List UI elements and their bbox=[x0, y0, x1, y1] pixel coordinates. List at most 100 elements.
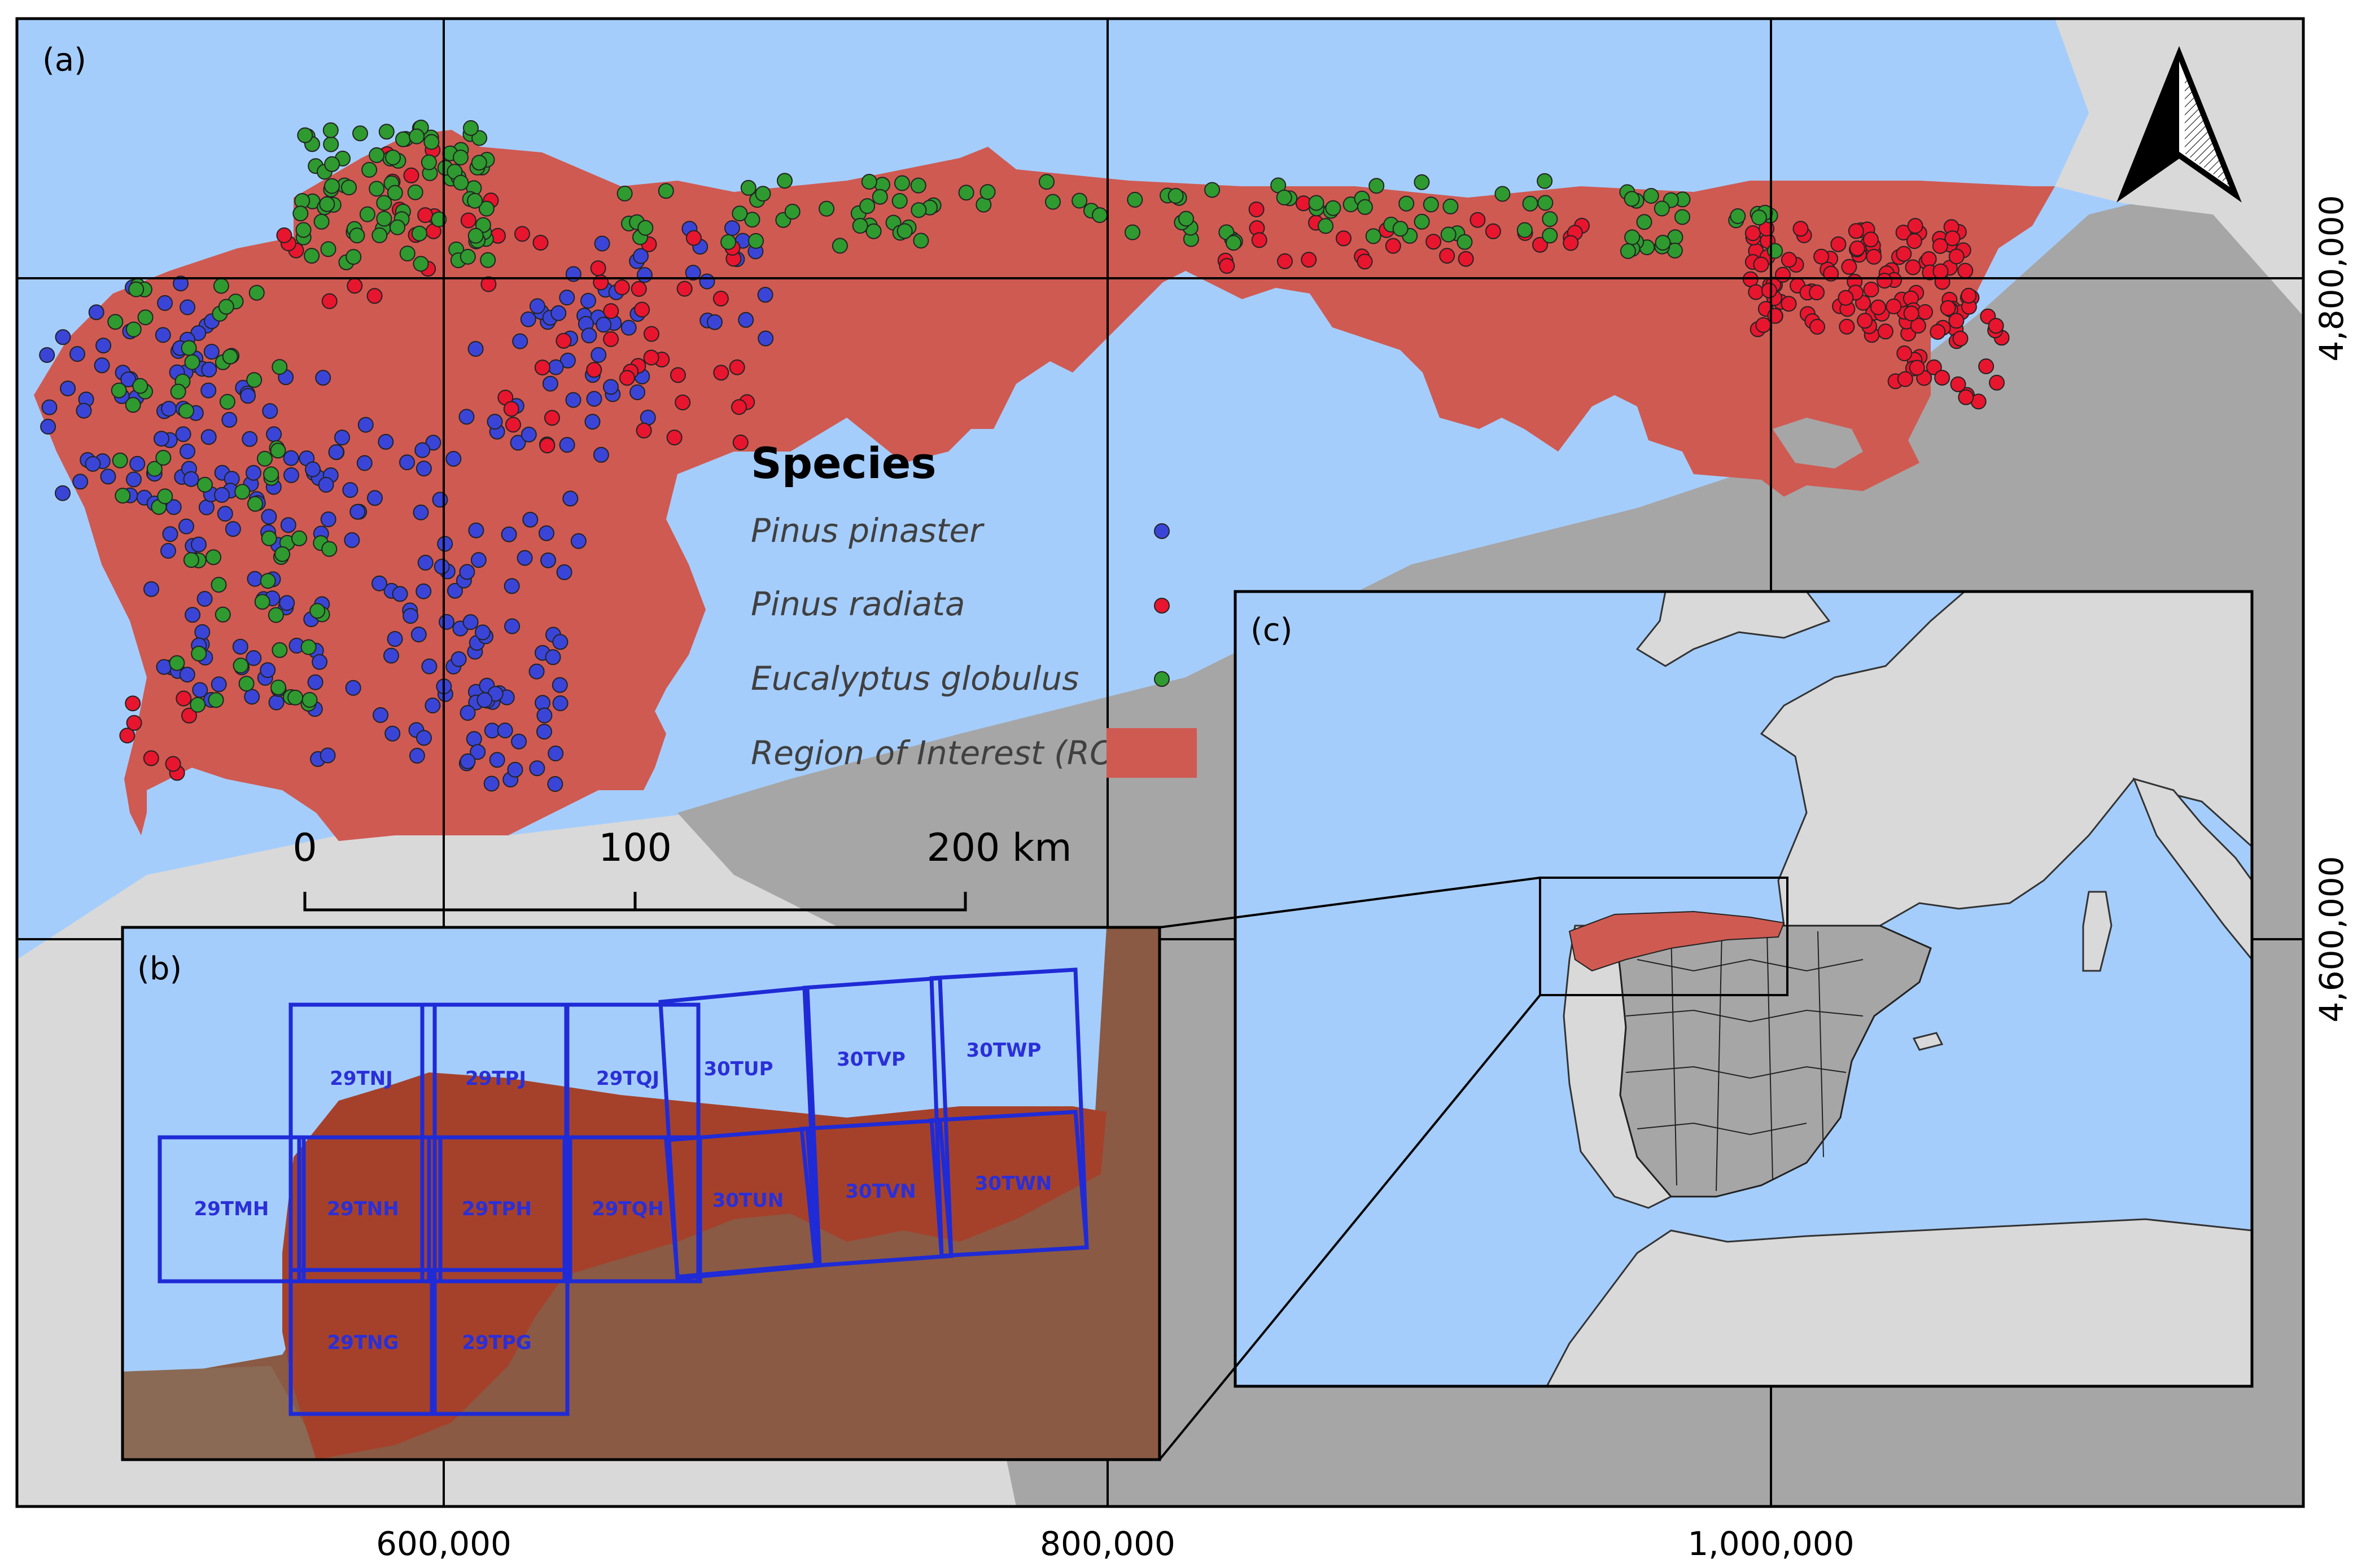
occurrence-point bbox=[453, 150, 469, 165]
tile-29TPG bbox=[430, 1268, 570, 1416]
occurrence-point bbox=[1809, 318, 1825, 335]
occurrence-point bbox=[349, 503, 366, 520]
occurrence-point bbox=[319, 196, 335, 212]
legend-swatch-eucalyptus-globulus bbox=[1154, 671, 1170, 687]
occurrence-point bbox=[724, 220, 740, 236]
occurrence-point bbox=[467, 227, 484, 244]
occurrence-point bbox=[1930, 324, 1946, 340]
occurrence-point bbox=[274, 546, 291, 562]
occurrence-point bbox=[832, 238, 848, 254]
occurrence-point bbox=[729, 359, 745, 375]
occurrence-point bbox=[777, 173, 793, 189]
occurrence-point bbox=[1522, 195, 1538, 212]
occurrence-point bbox=[1654, 200, 1670, 217]
legend-label-roi: Region of Interest (ROI) bbox=[751, 734, 1138, 772]
occurrence-point bbox=[194, 624, 211, 640]
occurrence-point bbox=[713, 365, 729, 381]
occurrence-point bbox=[603, 379, 619, 395]
occurrence-point bbox=[755, 186, 771, 202]
occurrence-point bbox=[434, 558, 450, 575]
occurrence-point bbox=[183, 471, 199, 487]
occurrence-point bbox=[512, 333, 528, 349]
occurrence-point bbox=[670, 367, 686, 383]
occurrence-point bbox=[529, 298, 545, 314]
occurrence-point bbox=[416, 583, 432, 599]
occurrence-point bbox=[309, 603, 326, 619]
occurrence-point bbox=[910, 177, 926, 194]
scale-label-0: 0 bbox=[292, 826, 317, 870]
occurrence-point bbox=[125, 321, 142, 338]
occurrence-point bbox=[1624, 191, 1640, 207]
occurrence-point bbox=[539, 437, 556, 454]
inset-extent-box bbox=[1539, 877, 1788, 996]
occurrence-point bbox=[459, 564, 475, 580]
occurrence-point bbox=[1624, 229, 1641, 246]
occurrence-point bbox=[536, 724, 552, 740]
occurrence-point bbox=[1439, 248, 1455, 264]
occurrence-point bbox=[644, 326, 659, 342]
occurrence-point bbox=[596, 317, 612, 333]
occurrence-point bbox=[636, 422, 652, 439]
occurrence-point bbox=[462, 614, 479, 630]
occurrence-point bbox=[247, 571, 263, 587]
occurrence-point bbox=[69, 346, 85, 362]
occurrence-point bbox=[872, 189, 888, 205]
occurrence-point bbox=[346, 249, 362, 265]
occurrence-point bbox=[550, 305, 567, 321]
occurrence-point bbox=[342, 482, 358, 498]
occurrence-point bbox=[192, 682, 208, 698]
occurrence-point bbox=[1674, 209, 1690, 225]
occurrence-point bbox=[320, 747, 336, 764]
x-tick-1000000: 1,000,000 bbox=[1687, 1525, 1854, 1563]
occurrence-point bbox=[1045, 194, 1061, 210]
occurrence-point bbox=[1414, 213, 1430, 230]
occurrence-point bbox=[173, 275, 189, 292]
occurrence-point bbox=[292, 205, 309, 222]
occurrence-point bbox=[211, 577, 227, 593]
occurrence-point bbox=[548, 359, 564, 375]
sardinia-land bbox=[2082, 891, 2113, 972]
occurrence-point bbox=[1989, 375, 2005, 391]
occurrence-point bbox=[233, 658, 249, 674]
occurrence-point bbox=[458, 409, 475, 425]
occurrence-point bbox=[347, 278, 363, 294]
occurrence-point bbox=[132, 378, 148, 394]
occurrence-point bbox=[507, 761, 523, 778]
occurrence-point bbox=[1368, 178, 1385, 194]
occurrence-point bbox=[234, 484, 251, 500]
occurrence-point bbox=[570, 533, 587, 549]
occurrence-point bbox=[445, 450, 462, 467]
occurrence-point bbox=[219, 393, 235, 410]
occurrence-point bbox=[341, 179, 357, 196]
occurrence-point bbox=[503, 401, 519, 417]
tile-label-30TVP: 30TVP bbox=[837, 1048, 906, 1071]
occurrence-point bbox=[666, 430, 683, 446]
occurrence-point bbox=[1458, 251, 1474, 267]
occurrence-point bbox=[399, 246, 416, 262]
tile-label-29TPG: 29TPG bbox=[462, 1332, 531, 1354]
occurrence-point bbox=[470, 744, 486, 760]
occurrence-point bbox=[146, 461, 163, 477]
occurrence-point bbox=[497, 722, 513, 739]
occurrence-point bbox=[119, 728, 135, 744]
occurrence-point bbox=[409, 747, 425, 764]
occurrence-point bbox=[395, 131, 411, 147]
occurrence-point bbox=[387, 631, 403, 647]
occurrence-point bbox=[221, 411, 238, 428]
occurrence-point bbox=[283, 450, 299, 466]
tile-label-29TMH: 29TMH bbox=[194, 1198, 269, 1220]
tile-29TQH bbox=[562, 1135, 702, 1284]
occurrence-point bbox=[176, 690, 192, 707]
tile-label-29TPJ: 29TPJ bbox=[465, 1067, 526, 1090]
occurrence-point bbox=[1934, 370, 1950, 386]
occurrence-point bbox=[757, 287, 773, 303]
occurrence-point bbox=[60, 380, 76, 397]
occurrence-point bbox=[1494, 186, 1511, 202]
france-land bbox=[1760, 592, 2252, 927]
occurrence-point bbox=[414, 442, 431, 458]
occurrence-point bbox=[489, 752, 505, 768]
occurrence-point bbox=[1863, 282, 1879, 297]
occurrence-point bbox=[565, 392, 581, 408]
occurrence-point bbox=[55, 485, 71, 501]
